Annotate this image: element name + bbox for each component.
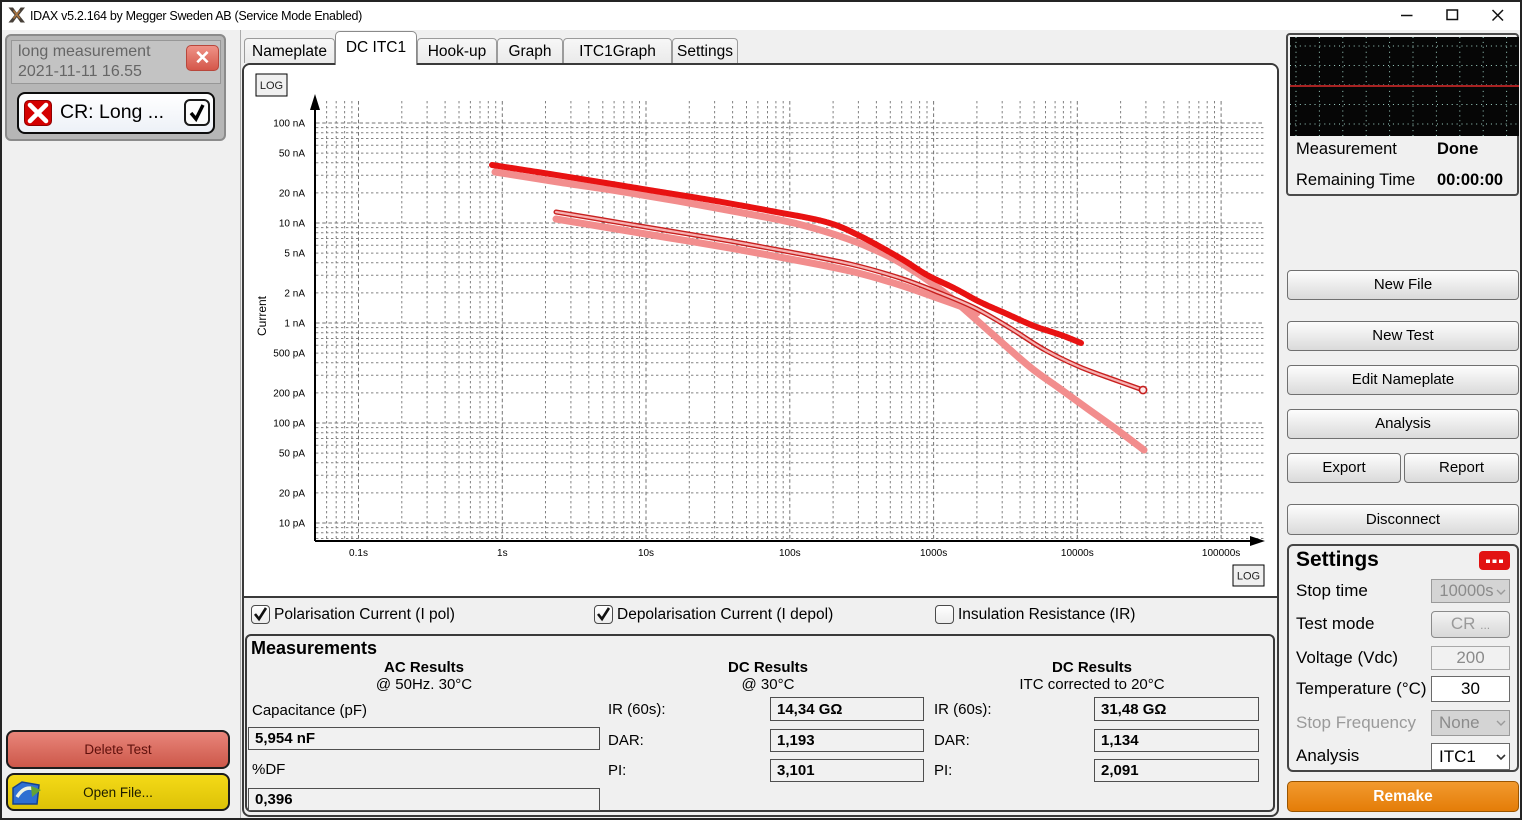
svg-text:10s: 10s: [638, 548, 654, 559]
svg-text:10000s: 10000s: [1061, 548, 1094, 559]
svg-text:LOG: LOG: [260, 80, 283, 92]
svg-text:20 nA: 20 nA: [279, 188, 305, 199]
svg-text:LOG: LOG: [1237, 571, 1260, 583]
svg-text:50 nA: 50 nA: [279, 149, 305, 160]
svg-text:10 pA: 10 pA: [279, 519, 305, 530]
svg-text:5 nA: 5 nA: [284, 249, 305, 260]
svg-text:20 pA: 20 pA: [279, 488, 305, 499]
svg-text:100 nA: 100 nA: [273, 119, 305, 130]
svg-text:500 pA: 500 pA: [273, 349, 305, 360]
svg-text:0.1s: 0.1s: [349, 548, 368, 559]
svg-text:50 pA: 50 pA: [279, 449, 305, 460]
svg-text:100s: 100s: [779, 548, 801, 559]
svg-text:100000s: 100000s: [1202, 548, 1240, 559]
svg-text:200 pA: 200 pA: [273, 388, 305, 399]
svg-text:1000s: 1000s: [920, 548, 947, 559]
svg-text:1s: 1s: [497, 548, 508, 559]
svg-text:100 pA: 100 pA: [273, 419, 305, 430]
svg-text:10 nA: 10 nA: [279, 219, 305, 230]
svg-text:1 nA: 1 nA: [284, 319, 305, 330]
svg-text:2 nA: 2 nA: [284, 288, 305, 299]
svg-text:Current: Current: [255, 295, 269, 336]
